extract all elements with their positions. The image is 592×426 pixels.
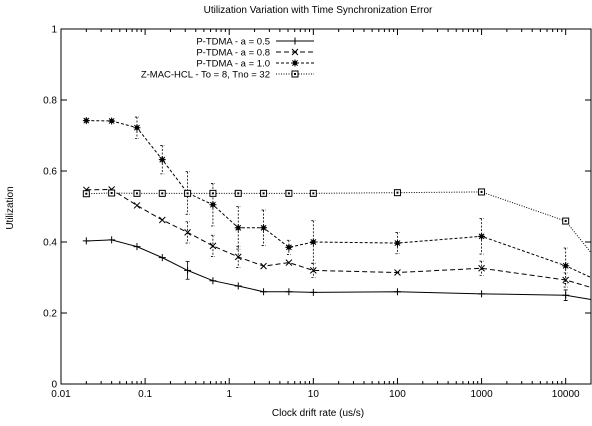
data-point (133, 202, 141, 209)
data-point (82, 237, 90, 245)
legend-label: P-TDMA - a = 1.0 (196, 59, 270, 70)
data-point (478, 264, 485, 272)
data-point-dot (396, 191, 399, 194)
data-point-dot (563, 263, 568, 268)
data-point (184, 229, 191, 236)
data-point-dot (109, 118, 114, 124)
legend-marker-dot (294, 73, 296, 75)
data-point (394, 269, 401, 276)
legend-marker-dot (292, 60, 298, 66)
series-1 (82, 236, 592, 301)
legend: P-TDMA - a = 0.5P-TDMA - a = 0.8P-TDMA -… (141, 37, 314, 81)
data-point (285, 288, 293, 296)
data-point-dot (186, 192, 189, 195)
data-point (309, 267, 317, 274)
x-tick-label: 0.01 (51, 389, 71, 400)
data-point-dot (480, 190, 483, 193)
data-point (209, 242, 217, 250)
series-line (86, 239, 592, 301)
axis-ticks: 0 0.2 0.4 0.6 0.8 1 0.01 0.1 1 10 100 1000 10000 (43, 25, 591, 400)
data-point-dot (287, 192, 290, 195)
legend-marker (291, 37, 299, 45)
y-tick-label: 0.8 (43, 96, 57, 107)
y-tick-label: 1 (51, 25, 57, 36)
data-point (158, 216, 166, 224)
data-point-dot (312, 192, 315, 195)
data-point-dot (261, 225, 266, 230)
x-tick-label: 0.1 (138, 389, 152, 400)
legend-label: P-TDMA - a = 0.8 (196, 48, 270, 59)
y-tick-label: 0.4 (43, 238, 57, 249)
data-point-dot (110, 192, 113, 195)
data-point-dot (134, 125, 140, 130)
data-point-dot (237, 192, 240, 195)
legend-label: P-TDMA - a = 0.5 (196, 37, 270, 48)
data-point-dot (161, 192, 164, 195)
data-point-dot (311, 239, 316, 245)
data-point (209, 277, 217, 285)
data-point-dot (84, 118, 89, 123)
data-point (260, 288, 268, 296)
series-2 (82, 186, 592, 288)
x-tick-label: 1 (226, 389, 232, 400)
y-tick-label: 0 (51, 380, 57, 391)
data-point (184, 266, 192, 274)
chart-title: Utilization Variation with Time Synchron… (204, 5, 433, 16)
data-point (562, 291, 570, 299)
data-point-dot (286, 245, 292, 250)
x-tick-label: 10000 (552, 389, 580, 400)
data-point (285, 259, 293, 266)
data-point-dot (160, 157, 165, 162)
series-3 (82, 116, 592, 284)
y-axis-label: Utilization (5, 186, 16, 229)
data-point (393, 288, 401, 296)
series-line (86, 188, 592, 288)
y-tick-label: 0.2 (43, 309, 57, 320)
data-point-dot (262, 192, 265, 195)
series-line (86, 191, 592, 253)
series-4 (82, 188, 592, 253)
data-point-dot (211, 192, 214, 195)
data-point-dot (564, 220, 567, 223)
data-point (478, 290, 486, 298)
data-point-dot (135, 192, 138, 195)
x-tick-label: 10 (308, 389, 320, 400)
x-tick-label: 100 (389, 389, 406, 400)
data-point (108, 236, 116, 244)
y-tick-label: 0.6 (43, 167, 57, 178)
data-point-dot (85, 192, 88, 195)
data-point-dot (210, 202, 216, 207)
data-point (234, 253, 242, 261)
plot-frame (60, 28, 592, 385)
data-point (158, 254, 166, 262)
legend-marker (291, 48, 299, 56)
x-axis-label: Clock drift rate (us/s) (272, 408, 364, 419)
legend-label: Z-MAC-HCL - To = 8, Tno = 32 (141, 70, 270, 81)
data-point-dot (479, 234, 484, 239)
data-point (133, 243, 141, 251)
data-point-dot (395, 240, 400, 246)
series-line (86, 120, 592, 278)
data-point (234, 282, 242, 290)
series-layer (82, 116, 592, 301)
data-point (260, 262, 267, 270)
data-point (309, 288, 317, 296)
data-point-dot (236, 225, 241, 230)
x-tick-label: 1000 (470, 389, 493, 400)
